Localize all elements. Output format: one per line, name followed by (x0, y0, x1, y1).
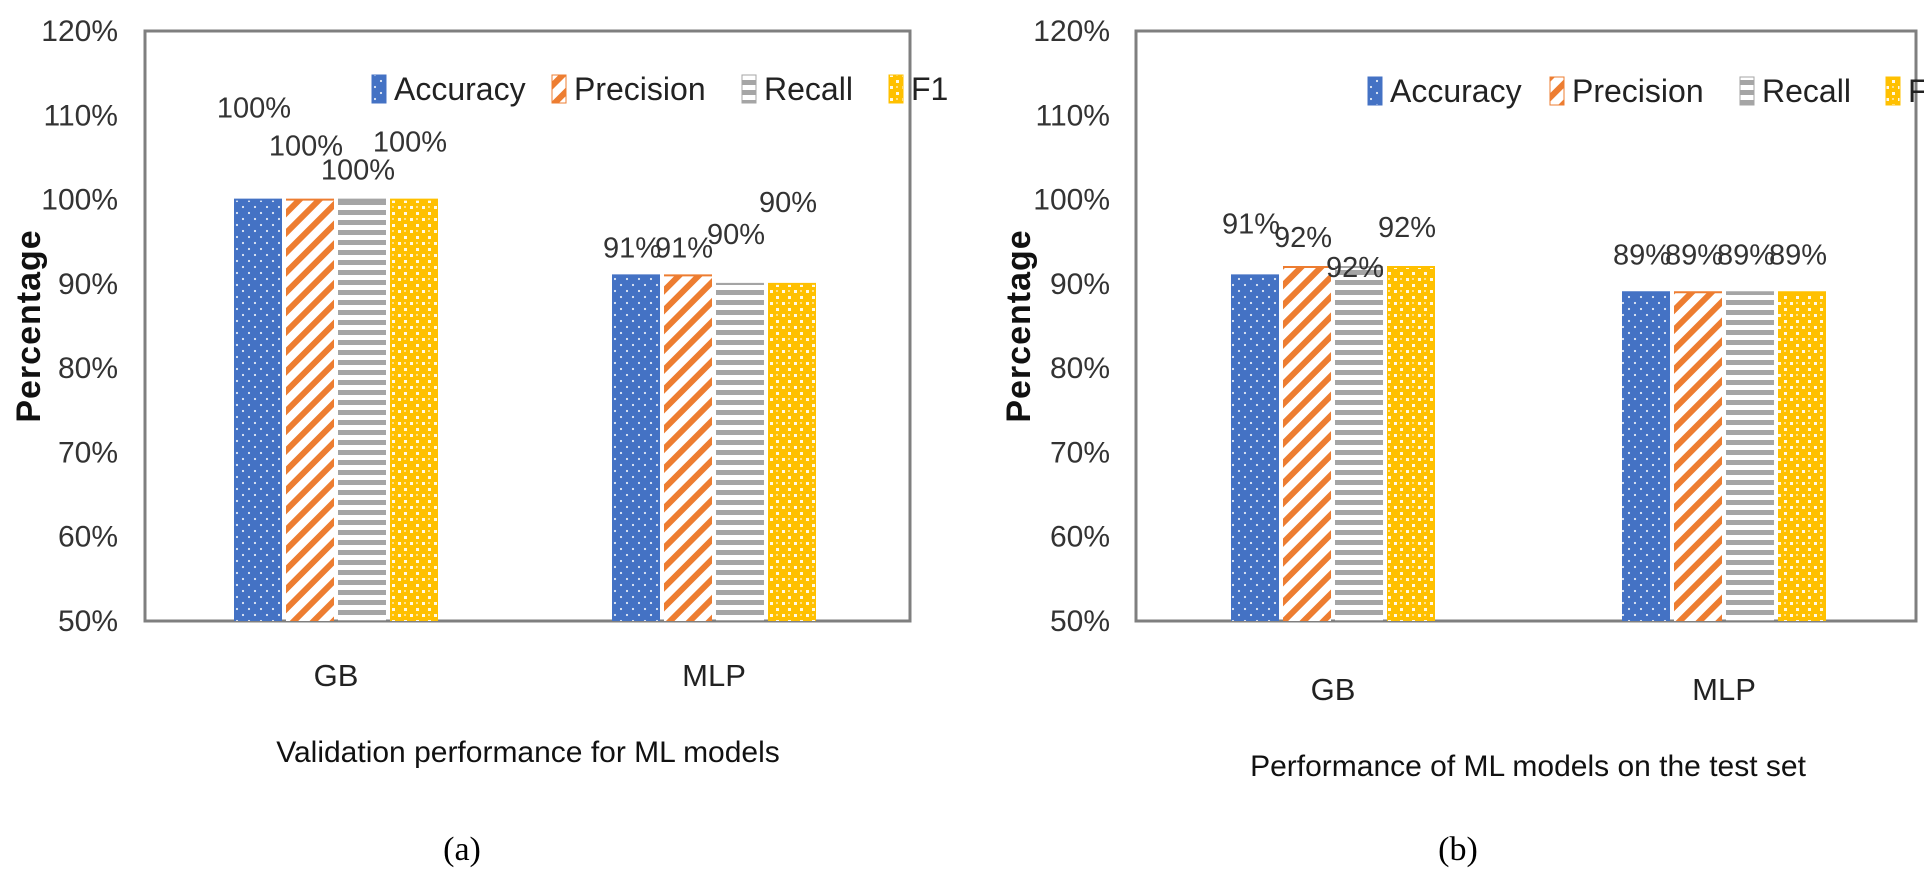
y-tick-label: 60% (1050, 521, 1110, 554)
legend: Accuracy Precision Recall F1 (1367, 73, 1924, 109)
category-label-gb: GB (1311, 672, 1356, 707)
legend-label-precision: Precision (1572, 73, 1704, 109)
y-tick-label: 110% (1035, 99, 1110, 132)
bar-mlp-precision (664, 275, 712, 621)
panel-label: (a) (443, 831, 481, 868)
legend: Accuracy Precision Recall F1 (371, 71, 948, 107)
data-labels: 100%100%100%100%91%91%90%90% (217, 93, 817, 265)
data-label-mlp-recall: 89% (1717, 239, 1775, 271)
legend-label-recall: Recall (1762, 73, 1851, 109)
bar-gb-recall (338, 199, 386, 622)
y-axis-ticks: 50% 60% 70% 80% 90% 100% 110% 120% (1033, 15, 1110, 638)
category-label-mlp: MLP (682, 658, 746, 693)
bar-mlp-f1 (768, 283, 816, 621)
bar-group (234, 198, 816, 622)
category-label-gb: GB (314, 658, 359, 693)
y-tick-label: 80% (58, 352, 118, 385)
legend-swatch-recall (1739, 76, 1755, 106)
legend-swatch-accuracy (1367, 76, 1383, 106)
data-label-gb-f1: 100% (373, 127, 447, 159)
bar-mlp-precision (1674, 292, 1722, 621)
legend-swatch-f1 (888, 74, 904, 104)
data-labels: 91%92%92%92%89%89%89%89% (1222, 208, 1827, 284)
bar-mlp-f1 (1778, 292, 1826, 621)
data-label-mlp-accuracy: 91% (603, 232, 661, 264)
category-labels: GB MLP (314, 658, 746, 693)
y-tick-label: 120% (41, 15, 118, 48)
y-tick-label: 70% (1050, 436, 1110, 469)
legend-swatch-precision (551, 74, 567, 104)
data-label-gb-recall: 100% (321, 155, 395, 187)
y-axis-ticks: 50% 60% 70% 80% 90% 100% 110% 120% (41, 15, 118, 638)
bar-gb-precision (1283, 267, 1331, 621)
legend-label-accuracy: Accuracy (1390, 73, 1522, 109)
data-label-mlp-precision: 91% (655, 232, 713, 264)
legend-label-recall: Recall (764, 71, 853, 107)
data-label-mlp-f1: 89% (1769, 239, 1827, 271)
chart-panel-b: 50%60%70%80%90%100%110%120% 91%92%92%92%… (1000, 15, 1924, 868)
chart-panel-a: 50%60%70%80%90%100%110%120% 100%100%100%… (10, 15, 948, 868)
y-axis-title: Percentage (10, 229, 48, 422)
y-tick-label: 90% (1050, 268, 1110, 301)
y-tick-label: 120% (1033, 15, 1110, 48)
legend-swatch-recall (741, 74, 757, 104)
y-tick-label: 50% (1050, 605, 1110, 638)
data-label-gb-f1: 92% (1378, 212, 1436, 244)
legend-swatch-accuracy (371, 74, 387, 104)
y-tick-label: 100% (41, 184, 118, 217)
data-label-gb-precision: 92% (1274, 222, 1332, 254)
bar-gb-f1 (1387, 267, 1435, 621)
bar-gb-precision (286, 199, 334, 622)
bar-mlp-accuracy (1622, 292, 1670, 621)
y-axis-title: Percentage (1000, 229, 1038, 422)
data-label-mlp-recall: 90% (707, 219, 765, 251)
legend-swatch-f1 (1885, 76, 1901, 106)
data-label-mlp-f1: 90% (759, 187, 817, 219)
bar-mlp-recall (716, 283, 764, 621)
bar-mlp-recall (1726, 292, 1774, 621)
x-axis-title: Performance of ML models on the test set (1250, 750, 1806, 783)
bar-gb-accuracy (1231, 275, 1279, 621)
y-tick-label: 90% (58, 268, 118, 301)
legend-label-f1: F1 (911, 71, 948, 107)
bar-mlp-accuracy (612, 275, 660, 621)
legend-label-accuracy: Accuracy (394, 71, 526, 107)
legend-label-precision: Precision (574, 71, 706, 107)
category-label-mlp: MLP (1692, 672, 1756, 707)
bar-gb-accuracy (234, 199, 282, 622)
y-tick-label: 80% (1050, 352, 1110, 385)
x-axis-title: Validation performance for ML models (276, 736, 780, 769)
y-tick-label: 50% (58, 605, 118, 638)
y-tick-label: 110% (43, 99, 118, 132)
panel-label: (b) (1438, 831, 1478, 868)
data-label-gb-accuracy: 91% (1222, 208, 1280, 240)
bar-gb-f1 (390, 199, 438, 622)
category-labels: GB MLP (1311, 672, 1756, 707)
y-tick-label: 100% (1033, 184, 1110, 217)
data-label-gb-accuracy: 100% (217, 93, 291, 125)
y-tick-label: 60% (58, 521, 118, 554)
bar-gb-recall (1335, 267, 1383, 621)
data-label-mlp-accuracy: 89% (1613, 239, 1671, 271)
data-label-gb-recall: 92% (1326, 252, 1384, 284)
data-label-gb-precision: 100% (269, 131, 343, 163)
legend-label-f1: F1 (1908, 73, 1924, 109)
data-label-mlp-precision: 89% (1665, 239, 1723, 271)
legend-swatch-precision (1549, 76, 1565, 106)
bar-group (1231, 266, 1826, 621)
y-tick-label: 70% (58, 436, 118, 469)
